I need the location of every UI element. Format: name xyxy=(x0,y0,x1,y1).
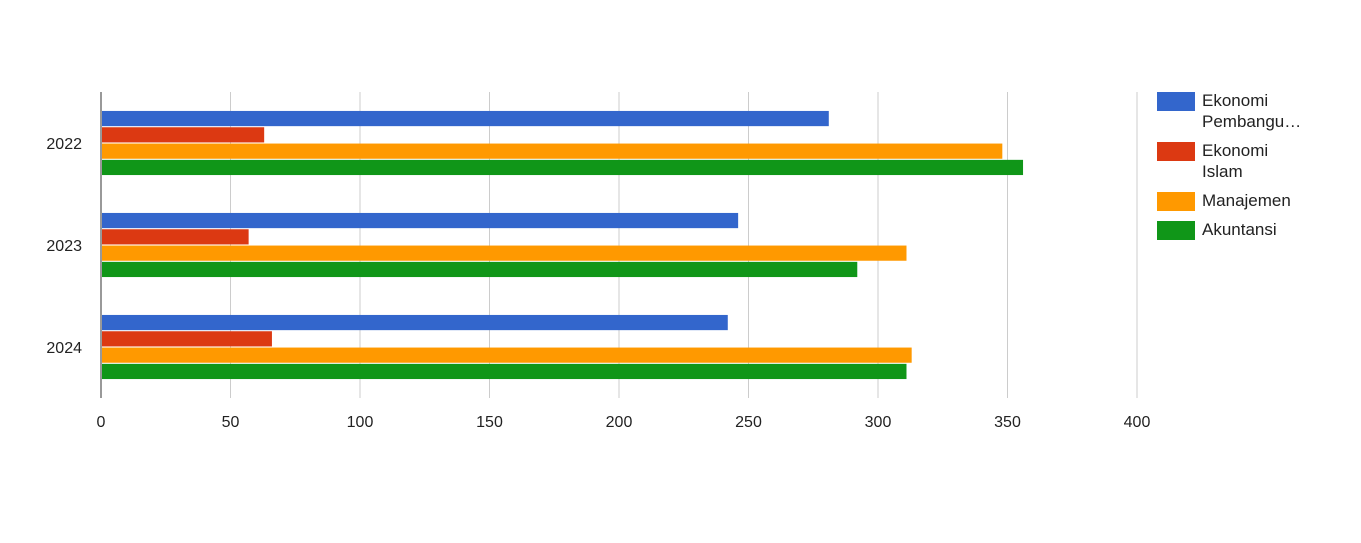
legend-swatch xyxy=(1157,142,1195,161)
bar-2023-series-3 xyxy=(102,261,858,278)
x-tick-label: 100 xyxy=(347,414,374,431)
bar-2024-series-0 xyxy=(102,314,728,331)
category-labels: 2022 2023 2024 xyxy=(46,136,82,357)
bar-2022-series-1 xyxy=(102,127,265,143)
legend-swatch xyxy=(1157,221,1195,240)
bar-2022-series-2 xyxy=(102,143,1003,159)
legend-swatch xyxy=(1157,92,1195,111)
bar-2024-series-2 xyxy=(102,347,912,363)
legend-item-manajemen: Manajemen xyxy=(1157,190,1357,211)
x-tick-labels: 0 50 100 150 200 250 300 350 400 xyxy=(97,414,1151,431)
gridlines xyxy=(230,92,1138,398)
x-tick-label: 50 xyxy=(222,414,240,431)
bar-2022-series-3 xyxy=(102,159,1024,176)
x-tick-label: 150 xyxy=(476,414,503,431)
legend-swatch xyxy=(1157,192,1195,211)
x-tick-label: 300 xyxy=(865,414,892,431)
legend-item-ekonomi-islam: Ekonomi Islam xyxy=(1157,140,1357,182)
x-tick-label: 400 xyxy=(1124,414,1151,431)
bar-2023-series-0 xyxy=(102,212,739,229)
category-label: 2023 xyxy=(46,238,82,255)
category-label: 2022 xyxy=(46,136,82,153)
bar-2022-series-0 xyxy=(102,110,829,127)
legend: Ekonomi Pembangu… Ekonomi Islam Manajeme… xyxy=(1157,90,1357,248)
bar-2023-series-1 xyxy=(102,229,249,245)
bars xyxy=(102,110,1024,380)
legend-label: Ekonomi Islam xyxy=(1202,141,1269,181)
legend-label: Akuntansi xyxy=(1202,220,1277,239)
bar-2023-series-2 xyxy=(102,245,907,261)
x-tick-label: 350 xyxy=(994,414,1021,431)
category-label: 2024 xyxy=(46,340,82,357)
x-tick-label: 0 xyxy=(97,414,106,431)
bar-2024-series-3 xyxy=(102,363,907,380)
legend-label: Manajemen xyxy=(1202,191,1291,210)
x-tick-label: 250 xyxy=(735,414,762,431)
bar-2024-series-1 xyxy=(102,331,272,347)
legend-item-ekonomi-pembangunan: Ekonomi Pembangu… xyxy=(1157,90,1357,132)
x-tick-label: 200 xyxy=(606,414,633,431)
legend-label: Ekonomi Pembangu… xyxy=(1202,91,1302,131)
legend-item-akuntansi: Akuntansi xyxy=(1157,219,1357,240)
